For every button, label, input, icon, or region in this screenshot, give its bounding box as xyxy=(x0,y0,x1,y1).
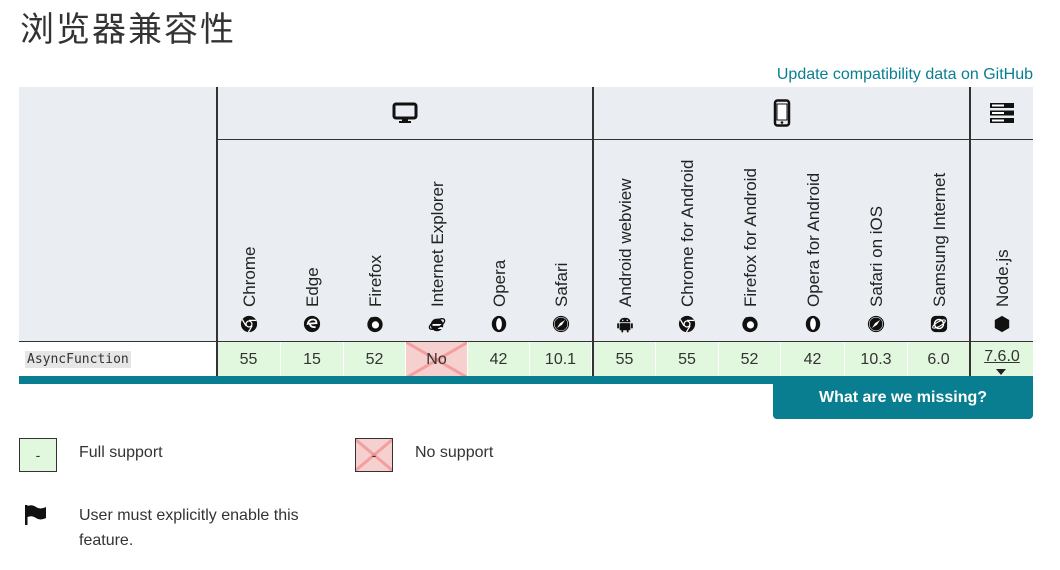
browser-header-samsung-internet: Samsung Internet xyxy=(908,141,969,341)
browser-header-chrome: Chrome xyxy=(217,141,280,341)
support-cell-firefox[interactable]: 52 xyxy=(344,342,405,377)
legend-symbol: - xyxy=(35,447,41,463)
divider xyxy=(217,139,1033,140)
browser-name: Opera xyxy=(489,259,509,307)
browser-header-firefox: Firefox xyxy=(344,141,405,341)
browser-header-android-webview: Android webview xyxy=(594,141,655,341)
support-cell-opera-for-android[interactable]: 42 xyxy=(781,342,844,377)
browser-header-internet-explorer: Internet Explorer xyxy=(406,141,467,341)
browser-name: Safari on iOS xyxy=(867,205,886,307)
browser-header-opera: Opera xyxy=(468,141,529,341)
support-version: 6.0 xyxy=(927,350,950,368)
mobile-icon xyxy=(773,99,791,127)
support-version: 42 xyxy=(803,350,822,368)
support-version: 7.6.0 xyxy=(984,347,1020,365)
page-title: 浏览器兼容性 xyxy=(20,10,236,50)
browser-name: Node.js xyxy=(993,249,1012,307)
what-are-we-missing-button[interactable]: What are we missing? xyxy=(773,376,1033,419)
samsung-internet-icon xyxy=(930,315,948,333)
table-bottom-bar xyxy=(19,376,1033,384)
divider xyxy=(592,87,594,377)
chrome-icon xyxy=(678,315,696,333)
feature-name: AsyncFunction xyxy=(25,351,131,368)
support-cell-node-js[interactable]: 7.6.0 xyxy=(971,342,1033,377)
browser-header-safari-on-ios: Safari on iOS xyxy=(845,141,907,341)
chrome-icon xyxy=(240,315,258,333)
support-version: 55 xyxy=(615,350,634,368)
browser-name: Firefox xyxy=(365,255,385,307)
table-header xyxy=(19,87,1033,342)
browser-header-firefox-for-android: Firefox for Android xyxy=(719,141,780,341)
support-cell-chrome[interactable]: 55 xyxy=(217,342,280,377)
platform-desktop xyxy=(217,87,593,139)
support-version: 15 xyxy=(303,350,321,368)
platform-mobile xyxy=(594,87,970,139)
browser-name: Android webview xyxy=(615,178,635,307)
desktop-icon xyxy=(392,102,418,123)
support-cell-chrome-for-android[interactable]: 55 xyxy=(656,342,718,377)
support-version: 55 xyxy=(239,350,258,368)
server-icon xyxy=(990,103,1014,123)
divider xyxy=(19,341,1033,342)
support-cell-safari-on-ios[interactable]: 10.3 xyxy=(845,342,907,377)
feature-label: AsyncFunction xyxy=(19,342,216,377)
internet-explorer-icon xyxy=(428,315,446,333)
support-cell-internet-explorer[interactable]: No xyxy=(406,342,467,377)
legend-full-support-swatch: - xyxy=(19,438,57,472)
legend-symbol: - xyxy=(371,447,377,463)
support-version: 10.3 xyxy=(860,350,892,368)
legend-flag-label: User must explicitly enable this feature… xyxy=(79,507,299,549)
support-cell-firefox-for-android[interactable]: 52 xyxy=(719,342,780,377)
support-cell-opera[interactable]: 42 xyxy=(468,342,529,377)
flag-icon xyxy=(25,505,46,525)
support-cell-android-webview[interactable]: 55 xyxy=(594,342,655,377)
divider xyxy=(969,87,971,377)
browser-name: Firefox for Android xyxy=(740,168,760,307)
support-cell-samsung-internet[interactable]: 6.0 xyxy=(908,342,969,377)
edge-icon xyxy=(303,315,321,333)
support-version: 52 xyxy=(365,350,384,368)
support-cell-safari[interactable]: 10.1 xyxy=(530,342,591,377)
browser-header-chrome-for-android: Chrome for Android xyxy=(656,141,718,341)
browser-name: Safari xyxy=(551,262,571,307)
support-version: 10.1 xyxy=(544,350,577,368)
expand-caret-icon[interactable] xyxy=(996,369,1006,375)
browser-name: Chrome for Android xyxy=(678,159,697,307)
support-version: 55 xyxy=(678,350,696,368)
support-cell-edge[interactable]: 15 xyxy=(281,342,343,377)
browser-name: Edge xyxy=(303,267,322,307)
nodejs-icon xyxy=(993,315,1011,333)
support-version: 42 xyxy=(489,350,508,368)
browser-header-safari: Safari xyxy=(530,141,591,341)
compat-table: Chrome Edge Firefox Internet Explorer Opera S… xyxy=(19,87,1033,380)
legend-full-support-label: Full support xyxy=(79,444,163,461)
browser-name: Internet Explorer xyxy=(427,181,447,307)
firefox-icon xyxy=(741,315,759,333)
browser-header-edge: Edge xyxy=(281,141,343,341)
safari-icon xyxy=(867,315,885,333)
android-icon xyxy=(616,315,634,333)
support-version: 52 xyxy=(740,350,759,368)
browser-header-node-js: Node.js xyxy=(971,141,1033,341)
github-link[interactable]: Update compatibility data on GitHub xyxy=(776,66,1033,83)
support-version: No xyxy=(426,350,447,368)
safari-icon xyxy=(552,315,570,333)
legend-no-support-swatch: - xyxy=(355,438,393,472)
platform-server xyxy=(971,87,1033,139)
browser-name: Opera for Android xyxy=(803,172,823,307)
browser-name: Chrome xyxy=(239,246,259,307)
opera-icon xyxy=(490,315,508,333)
firefox-icon xyxy=(366,315,384,333)
browser-header-opera-for-android: Opera for Android xyxy=(781,141,844,341)
divider xyxy=(216,87,218,377)
opera-icon xyxy=(804,315,822,333)
legend-no-support-label: No support xyxy=(415,444,494,461)
browser-name: Samsung Internet xyxy=(929,172,949,307)
